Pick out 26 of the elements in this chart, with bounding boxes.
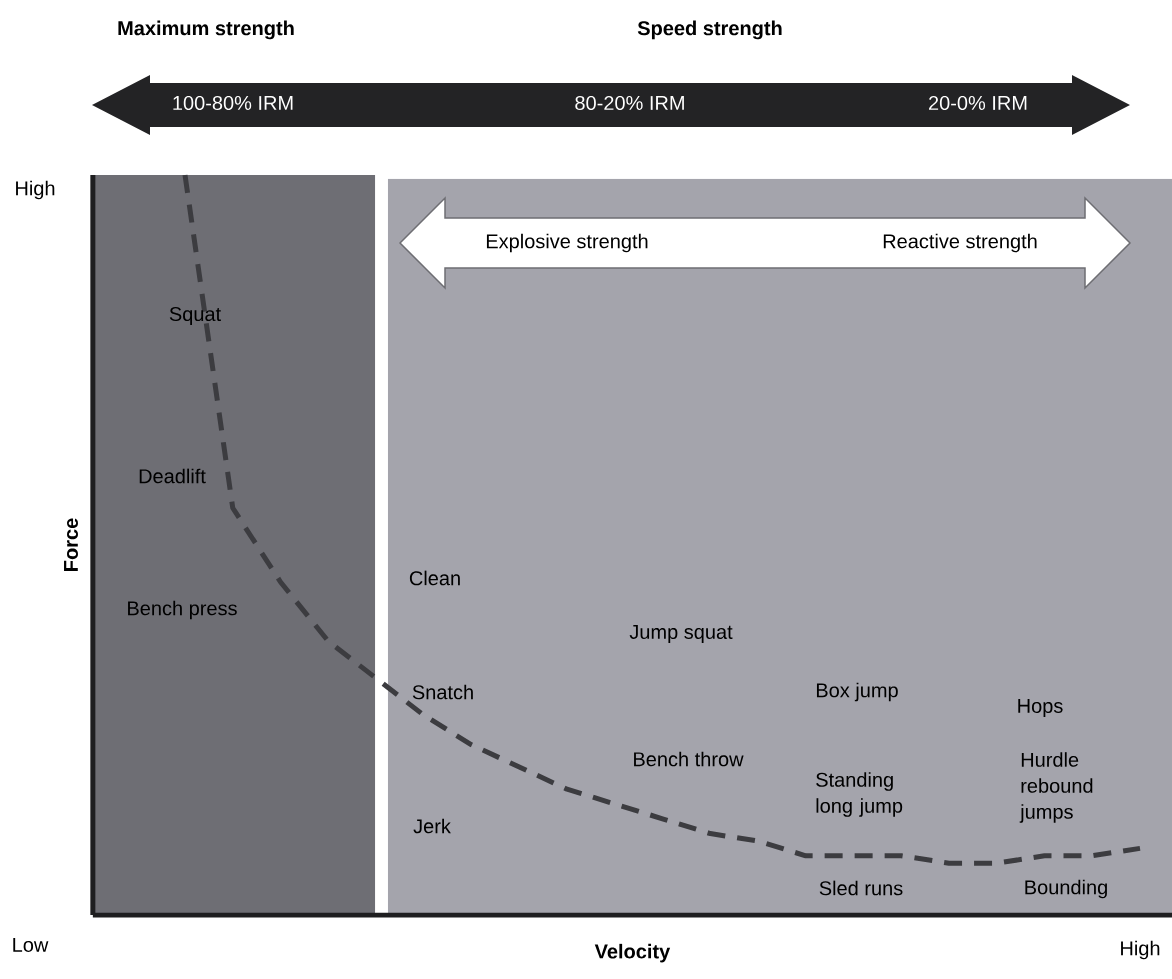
annotation: Jerk [413, 818, 451, 834]
annotation: Sled runs [819, 880, 903, 896]
text: 80-20% IRM [575, 95, 684, 111]
text: High [1121, 940, 1160, 960]
annotation: Snatch [412, 684, 473, 700]
text: High [16, 180, 55, 200]
annotation: Reactive strength [883, 233, 1037, 253]
annotation: Explosive strength [486, 233, 648, 253]
text: 20-0% IRM [929, 95, 1027, 111]
annotation: Bounding [1025, 879, 1107, 899]
text: Low [13, 938, 49, 952]
annotation: Box jump [816, 682, 898, 702]
x-axis-title: Velocity [594, 943, 671, 963]
annotation: Jump squat [629, 625, 733, 643]
annotation: Hops [1018, 699, 1063, 717]
text: Maximum strength [118, 20, 294, 40]
annotation: Clean [409, 570, 460, 586]
annotation: Bench press [128, 600, 237, 620]
annotation: Squat [169, 306, 221, 326]
y-axis-title: Force [64, 518, 78, 571]
annotation: Standing long jump [816, 772, 903, 817]
annotation: Bench throw [634, 751, 744, 767]
text: Speed strength [637, 20, 782, 40]
annotation: Hurdle rebound jumps [1019, 752, 1093, 823]
text: 100-80% IRM [173, 95, 293, 111]
annotation: Deadlift [139, 468, 206, 484]
